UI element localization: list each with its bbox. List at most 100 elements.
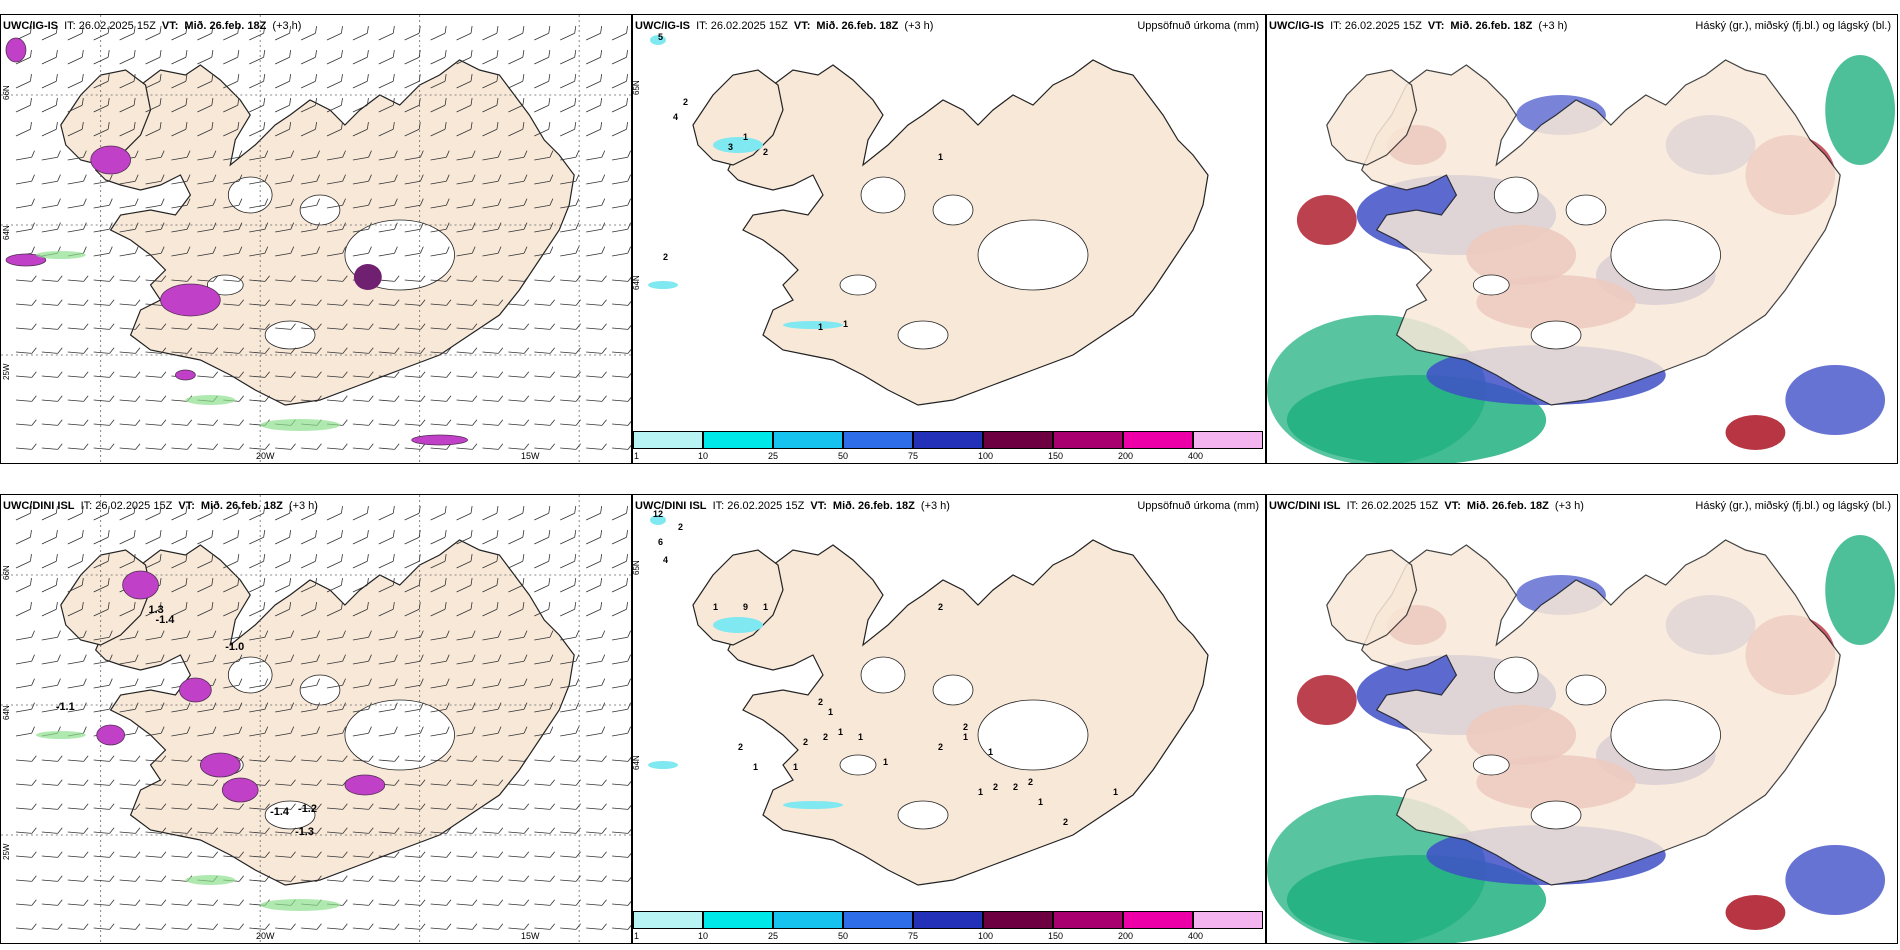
wind-barb bbox=[456, 174, 476, 185]
panel-1: UWC/IG-IS IT: 26.02.2025 15Z VT: Mið. 26… bbox=[0, 14, 632, 464]
wind-barb bbox=[508, 222, 528, 233]
precip-value-label: 2 bbox=[993, 782, 998, 792]
precip-area bbox=[160, 283, 221, 317]
wind-barb bbox=[93, 678, 113, 689]
wind-barb bbox=[404, 74, 421, 89]
precip-value-label: 1 bbox=[858, 732, 863, 742]
wind-barb bbox=[352, 122, 369, 137]
precip-area bbox=[650, 35, 666, 45]
wind-barb bbox=[534, 803, 556, 810]
wind-barb bbox=[326, 150, 346, 161]
iceland-land bbox=[1326, 59, 1841, 406]
precip-area bbox=[713, 617, 763, 633]
wind-barb bbox=[275, 174, 295, 185]
wind-barb bbox=[326, 371, 348, 378]
wind-barb bbox=[15, 150, 35, 161]
precip-area bbox=[713, 137, 763, 153]
wind-barb bbox=[15, 923, 37, 930]
wind-barb bbox=[404, 755, 426, 762]
wind-barb bbox=[249, 755, 270, 762]
wind-barb bbox=[534, 578, 551, 593]
wind-barb bbox=[352, 150, 372, 161]
wind-barb bbox=[430, 122, 447, 137]
wind-barb bbox=[482, 174, 502, 185]
precip-value-label: 5 bbox=[658, 32, 663, 42]
panel-4: UWC/DINI ISL IT: 26.02.2025 15Z VT: Mið.… bbox=[0, 494, 632, 944]
model-name: UWC/DINI ISL bbox=[1269, 500, 1341, 512]
wind-barb bbox=[586, 851, 607, 858]
init-time: IT: 26.02.2025 15Z bbox=[64, 20, 156, 32]
glacier bbox=[1530, 320, 1582, 350]
wind-barb bbox=[404, 323, 426, 330]
wind-barb bbox=[378, 347, 400, 354]
wind-barb bbox=[15, 347, 37, 354]
wind-barb bbox=[378, 198, 398, 209]
lat-label: 64N bbox=[632, 275, 641, 290]
init-time: IT: 26.02.2025 15Z bbox=[712, 500, 805, 512]
wind-barb bbox=[585, 602, 603, 617]
wind-barb bbox=[275, 923, 296, 930]
wind-barb bbox=[171, 827, 193, 834]
wind-barb bbox=[145, 98, 162, 113]
wind-barb bbox=[300, 150, 321, 161]
wind-barb bbox=[15, 299, 37, 306]
wind-barb bbox=[249, 395, 270, 402]
wind-barb bbox=[534, 323, 556, 330]
wind-barb bbox=[378, 678, 398, 689]
wind-barb bbox=[67, 150, 87, 161]
wind-barb bbox=[119, 530, 136, 545]
wind-barb bbox=[456, 923, 478, 930]
wind-barb bbox=[352, 578, 369, 593]
wind-barb bbox=[482, 554, 499, 569]
temp-label: -1.4 bbox=[270, 806, 290, 818]
legend-tick: 75 bbox=[908, 451, 919, 461]
wind-barb bbox=[508, 347, 530, 354]
wind-barb bbox=[67, 803, 89, 810]
wind-barb bbox=[404, 150, 424, 161]
wind-barb bbox=[145, 347, 167, 354]
wind-barb bbox=[41, 371, 63, 378]
wind-barb bbox=[326, 827, 348, 834]
wind-barb bbox=[67, 371, 89, 378]
wind-barb bbox=[456, 222, 476, 233]
lead-time: (+3 h) bbox=[1538, 20, 1568, 32]
wind-barb bbox=[197, 803, 219, 810]
wind-barb bbox=[508, 755, 530, 762]
wind-barb bbox=[119, 323, 141, 330]
wind-barb bbox=[15, 779, 37, 786]
wind-barb bbox=[171, 578, 188, 593]
wind-barb bbox=[352, 530, 369, 545]
wind-barb bbox=[326, 174, 346, 185]
wind-barb bbox=[611, 246, 631, 257]
wind-barb bbox=[326, 50, 343, 65]
vt-label: VT: bbox=[810, 500, 827, 512]
wind-barb bbox=[15, 323, 37, 330]
wind-barb bbox=[119, 506, 136, 521]
legend-swatch bbox=[773, 431, 843, 449]
snow-area bbox=[35, 251, 86, 259]
wind-barb bbox=[404, 530, 421, 545]
wind-barb bbox=[300, 174, 321, 185]
wind-barb bbox=[430, 875, 452, 882]
wind-barb bbox=[404, 246, 424, 257]
legend-tick: 10 bbox=[698, 451, 709, 461]
wind-barb bbox=[15, 275, 37, 282]
wind-barb bbox=[352, 371, 374, 378]
wind-barb bbox=[119, 554, 136, 569]
wind-barb bbox=[534, 371, 556, 378]
wind-barb bbox=[223, 174, 243, 185]
wind-barb bbox=[67, 395, 89, 402]
vt-label: VT: bbox=[1427, 20, 1445, 32]
wind-barb bbox=[560, 74, 577, 89]
wind-barb bbox=[197, 779, 219, 786]
wind-barb bbox=[171, 779, 193, 786]
wind-barb bbox=[119, 899, 141, 906]
wind-barb bbox=[508, 578, 525, 593]
wind-barb bbox=[456, 419, 478, 426]
wind-barb bbox=[67, 923, 89, 930]
glacier bbox=[1610, 219, 1721, 291]
precip-value-label: 2 bbox=[1063, 817, 1068, 827]
wind-barb bbox=[612, 347, 631, 354]
wind-barb bbox=[560, 50, 577, 65]
wind-barb bbox=[586, 899, 607, 906]
